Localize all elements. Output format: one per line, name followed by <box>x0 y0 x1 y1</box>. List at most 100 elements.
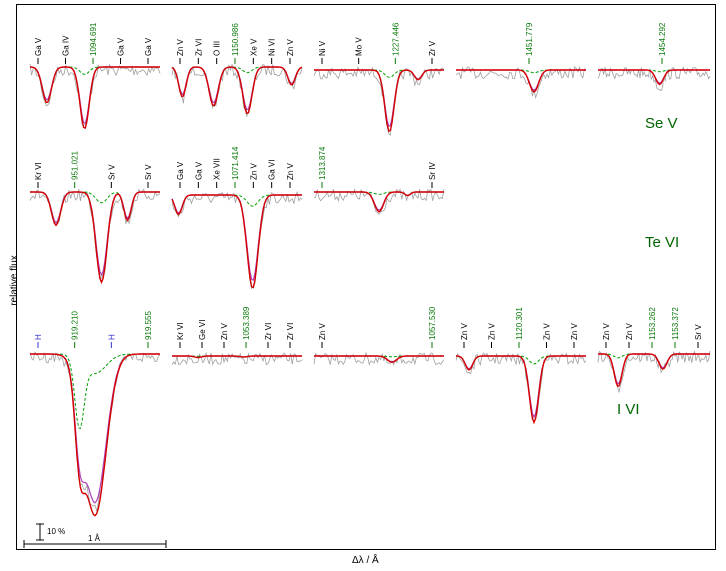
line-label-p12-1: Zn V <box>625 322 634 340</box>
ion-label-1: Te VI <box>645 234 679 251</box>
line-label-p10-0: Zn V <box>318 322 327 340</box>
line-label-p11-3: Zn V <box>543 322 552 340</box>
line-label-p12-2: 1153.262 <box>648 307 657 340</box>
model-alt-p11 <box>455 355 586 419</box>
observed-spectrum-p6 <box>171 191 303 290</box>
model-spectrum-p8 <box>30 353 160 517</box>
spectrum-panel-p2: Ni V Mo V 1227.446 Zr V <box>313 22 445 136</box>
spectrum-panel-p10: Zn V 1057.530 <box>313 306 445 366</box>
line-label-p5-3: Sr V <box>144 164 153 180</box>
line-label-p0-3: Ga V <box>117 37 126 56</box>
spectrum-panel-p7: 1313.874 Sr IV <box>313 146 445 215</box>
spectrum-panel-p0: Ga V Ga IV 1094.691 Ga V Ga V <box>29 22 161 130</box>
line-label-p7-1: Sr IV <box>428 162 437 180</box>
model-spectrum-p5 <box>30 191 160 285</box>
line-label-p8-1: 919.210 <box>71 311 80 340</box>
spectrum-panel-p1: Zn V Zr VI O III 1150.986 Xe V Ni VI Zn V <box>171 23 303 118</box>
line-label-p9-2: Zn V <box>220 322 229 340</box>
spectrum-panel-p3: 1451.779 <box>455 22 587 100</box>
line-label-p6-2: Xe VII <box>213 158 222 180</box>
observed-spectrum-p7 <box>313 188 445 215</box>
observed-spectrum-p9 <box>171 351 303 366</box>
model-spectrum-p6 <box>171 194 302 289</box>
spectrum-panel-p5: Kr VI 951.021 Sr V Sr V <box>29 151 161 285</box>
model-spectrum-p7 <box>314 191 444 213</box>
line-label-p8-2: H <box>107 334 116 340</box>
line-label-p8-0: H <box>34 334 43 340</box>
line-label-p9-5: Zr VI <box>286 323 295 340</box>
spectrum-panel-p8: H 919.210 H 919.555 <box>29 311 161 517</box>
flux-scale-label: 10 % <box>47 527 65 536</box>
line-label-p9-1: Ge VI <box>198 320 207 340</box>
spectrum-panel-p6: Ga V Ga V Xe VII 1071.414 Zn V Ga VI Zn V <box>171 146 303 290</box>
model-without-line-p5 <box>30 191 160 227</box>
line-label-p2-1: Mo V <box>355 37 364 56</box>
line-label-p12-0: Zn V <box>602 322 611 340</box>
line-label-p1-3: 1150.986 <box>231 23 240 56</box>
line-label-p9-0: Kr VI <box>176 322 185 340</box>
ion-label-2: I VI <box>617 401 640 418</box>
line-label-p6-3: 1071.414 <box>231 146 240 180</box>
model-spectrum-p1 <box>171 66 303 115</box>
model-without-line-p4 <box>598 69 710 73</box>
spectrum-panel-p12: Zn V Zn V 1153.262 1153.372 Sr V <box>597 307 711 393</box>
line-label-p3-0: 1451.779 <box>525 22 534 56</box>
line-label-p1-5: Ni VI <box>268 39 277 56</box>
model-spectrum-p11 <box>455 355 586 425</box>
line-label-p5-2: Sr V <box>107 164 116 180</box>
model-without-line-p6 <box>171 194 302 216</box>
line-label-p1-6: Zn V <box>286 38 295 56</box>
x-axis-label: Δλ / Å <box>352 555 379 566</box>
observed-spectrum-p3 <box>455 65 587 100</box>
line-label-p12-3: 1153.372 <box>671 307 680 340</box>
model-alt-p3 <box>456 69 586 91</box>
spectrum-panel-p4: 1454.292 <box>597 22 711 92</box>
line-label-p6-5: Ga VI <box>268 160 277 180</box>
line-label-p2-3: Zr V <box>428 40 437 56</box>
ion-label-0: Se V <box>645 115 678 132</box>
line-label-p1-2: O III <box>213 41 222 56</box>
observed-spectrum-p1 <box>171 63 303 118</box>
line-label-p9-4: Zr VI <box>264 323 273 340</box>
line-label-p2-2: 1227.446 <box>391 22 400 56</box>
line-label-p10-1: 1057.530 <box>428 306 437 340</box>
model-spectrum-p0 <box>29 66 160 130</box>
line-label-p11-4: Zn V <box>570 322 579 340</box>
model-alt-p8 <box>30 353 160 504</box>
line-label-p6-1: Ga V <box>194 161 203 180</box>
line-label-p11-2: 1120.301 <box>515 307 524 340</box>
model-alt-p1 <box>171 66 303 111</box>
line-label-p1-1: Zr VI <box>194 39 203 56</box>
line-label-p11-1: Zn V <box>488 322 497 340</box>
line-label-p6-0: Ga V <box>176 161 185 180</box>
model-spectrum-p3 <box>456 69 586 93</box>
model-spectrum-p12 <box>598 353 710 388</box>
model-spectrum-p2 <box>314 69 444 133</box>
observed-spectrum-p8 <box>29 351 161 513</box>
line-label-p0-1: Ga IV <box>62 35 71 56</box>
line-label-p1-4: Xe V <box>249 38 258 56</box>
wavelength-scale-label: 1 Å <box>88 534 101 543</box>
line-label-p5-0: Kr VI <box>34 162 43 180</box>
observed-spectrum-p10 <box>313 351 445 366</box>
observed-spectrum-p11 <box>455 352 587 424</box>
line-label-p8-3: 919.555 <box>144 311 153 340</box>
line-label-p11-0: Zn V <box>460 322 469 340</box>
line-label-p12-4: Sr V <box>694 324 703 340</box>
line-label-p6-4: Zn V <box>249 162 258 180</box>
line-label-p5-1: 951.021 <box>71 151 80 180</box>
line-label-p0-0: Ga V <box>34 37 43 56</box>
model-spectrum-p10 <box>314 355 444 364</box>
model-without-line-p8 <box>30 353 160 430</box>
model-alt-p6 <box>171 194 302 281</box>
model-spectrum-p4 <box>598 69 710 86</box>
plot-frame: relative flux <box>9 4 716 550</box>
model-alt-p2 <box>314 69 444 128</box>
line-label-p0-2: 1094.691 <box>89 22 98 56</box>
line-label-p9-3: 1053.389 <box>242 306 251 340</box>
line-label-p4-0: 1454.292 <box>658 22 667 56</box>
observed-spectrum-p4 <box>597 66 711 92</box>
line-label-p7-0: 1313.874 <box>318 146 327 180</box>
model-spectrum-p9 <box>172 355 302 359</box>
